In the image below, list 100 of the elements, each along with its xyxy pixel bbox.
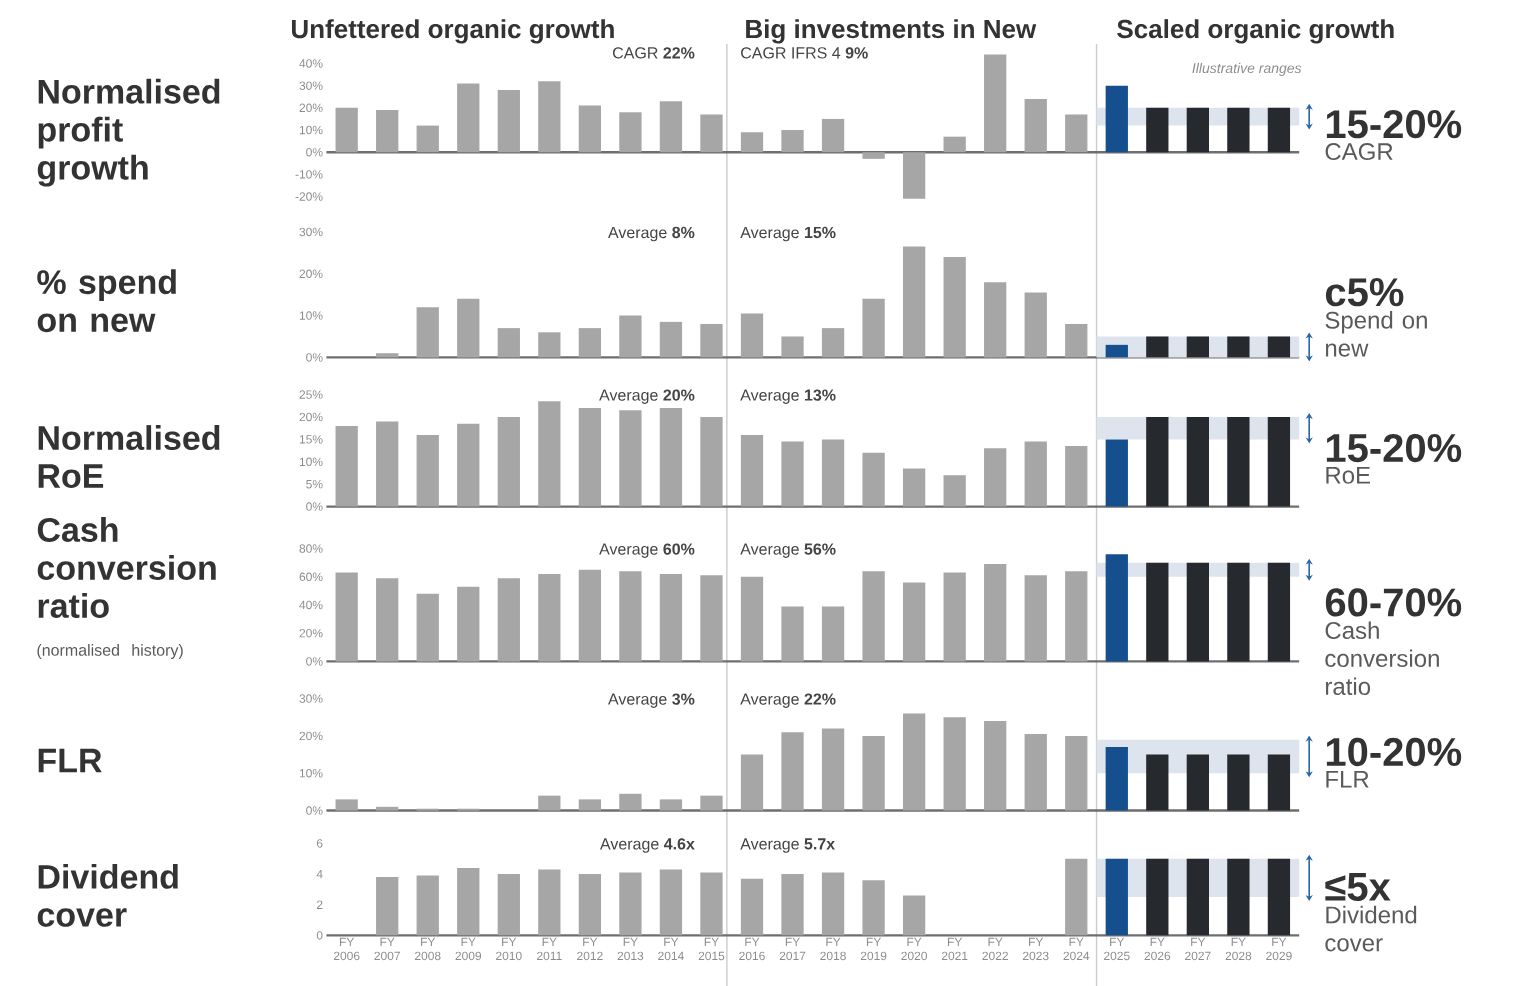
bar (821, 872, 845, 936)
bar (821, 728, 845, 811)
annotation: CAGR 22% (612, 47, 695, 59)
bar (902, 895, 926, 936)
bar (902, 713, 926, 811)
bar (943, 475, 966, 507)
bar (457, 423, 480, 507)
bar (659, 321, 683, 358)
text: CAGR (1325, 143, 1393, 161)
annotation: Average 13% (740, 389, 836, 404)
bar (457, 867, 480, 936)
bar (781, 130, 804, 153)
bar (578, 569, 602, 662)
bar (1186, 107, 1209, 153)
bar (862, 298, 885, 358)
bar (538, 795, 561, 811)
bar (1024, 98, 1047, 153)
bar (902, 246, 926, 358)
bar (1065, 571, 1088, 662)
bar (376, 877, 399, 936)
bar (700, 114, 723, 153)
bar (578, 328, 602, 358)
bar (376, 578, 399, 662)
bar (781, 732, 804, 811)
bar (821, 118, 845, 153)
bar (538, 332, 561, 358)
bar (1105, 554, 1128, 662)
bar (700, 323, 723, 358)
bar (619, 571, 642, 662)
bar (538, 869, 561, 936)
bar (821, 606, 845, 662)
bar (538, 573, 561, 662)
bar (1065, 858, 1088, 936)
bar (1186, 858, 1209, 936)
bar (984, 282, 1007, 358)
bar (943, 136, 966, 153)
band-label: 10-20% (1326, 737, 1462, 767)
bar (1227, 416, 1250, 507)
bar (1186, 336, 1209, 358)
bar (619, 112, 642, 153)
bar (862, 880, 885, 936)
bar (335, 799, 358, 811)
bar (376, 110, 399, 153)
bar (578, 408, 602, 507)
bar (578, 105, 602, 153)
bar (1105, 439, 1128, 507)
bar (862, 735, 885, 811)
bar (1186, 416, 1209, 507)
bar (1227, 562, 1250, 662)
bar (497, 416, 520, 507)
bar (1024, 575, 1047, 662)
bar (821, 439, 845, 507)
bar (1146, 562, 1169, 662)
y-axis-title: Dividend cover (37, 863, 178, 927)
bar (740, 576, 764, 662)
bar (1267, 107, 1291, 153)
bar (1146, 107, 1169, 153)
annotation: Average 5.7x (740, 838, 836, 853)
bar (1065, 323, 1088, 358)
bar (1227, 336, 1250, 358)
bar (1146, 336, 1169, 358)
annotation: Average 60% (599, 543, 695, 558)
bar (1146, 754, 1169, 811)
bar (457, 83, 480, 153)
bar (659, 408, 683, 507)
bar (862, 152, 885, 159)
bar (984, 448, 1007, 507)
annotation: Average 22% (740, 693, 836, 708)
bar (1267, 562, 1291, 662)
bar (1065, 114, 1088, 153)
annotation: Average 56% (740, 543, 836, 558)
annotation: Average 4.6x (600, 838, 695, 853)
bar (619, 315, 642, 358)
bar (619, 410, 642, 507)
bar (984, 54, 1007, 153)
bar (659, 101, 683, 153)
bar (416, 434, 439, 507)
bar (740, 434, 764, 507)
bar (862, 452, 885, 507)
bar (538, 401, 561, 507)
bar (700, 795, 723, 811)
bar (862, 571, 885, 662)
bar (700, 872, 723, 936)
y-axis-title: Cash conversion ratio (37, 517, 216, 618)
bar (943, 717, 966, 811)
annotation: Average 3% (608, 693, 695, 708)
text: FLR (1326, 770, 1369, 788)
bar (943, 257, 966, 358)
bar (335, 572, 358, 662)
bar (902, 152, 926, 199)
bar (1267, 858, 1291, 936)
bar (659, 869, 683, 936)
band-label: 60-70% (1325, 588, 1462, 617)
bar (376, 421, 399, 507)
band-label: c5% (1325, 278, 1404, 307)
y-axis-title: Normalised profit growth (37, 78, 220, 187)
annotation: CAGR IFRS 4 9% (741, 47, 868, 59)
text: Big investments in New (746, 19, 1037, 44)
bar (984, 720, 1007, 811)
bar (1227, 107, 1250, 153)
